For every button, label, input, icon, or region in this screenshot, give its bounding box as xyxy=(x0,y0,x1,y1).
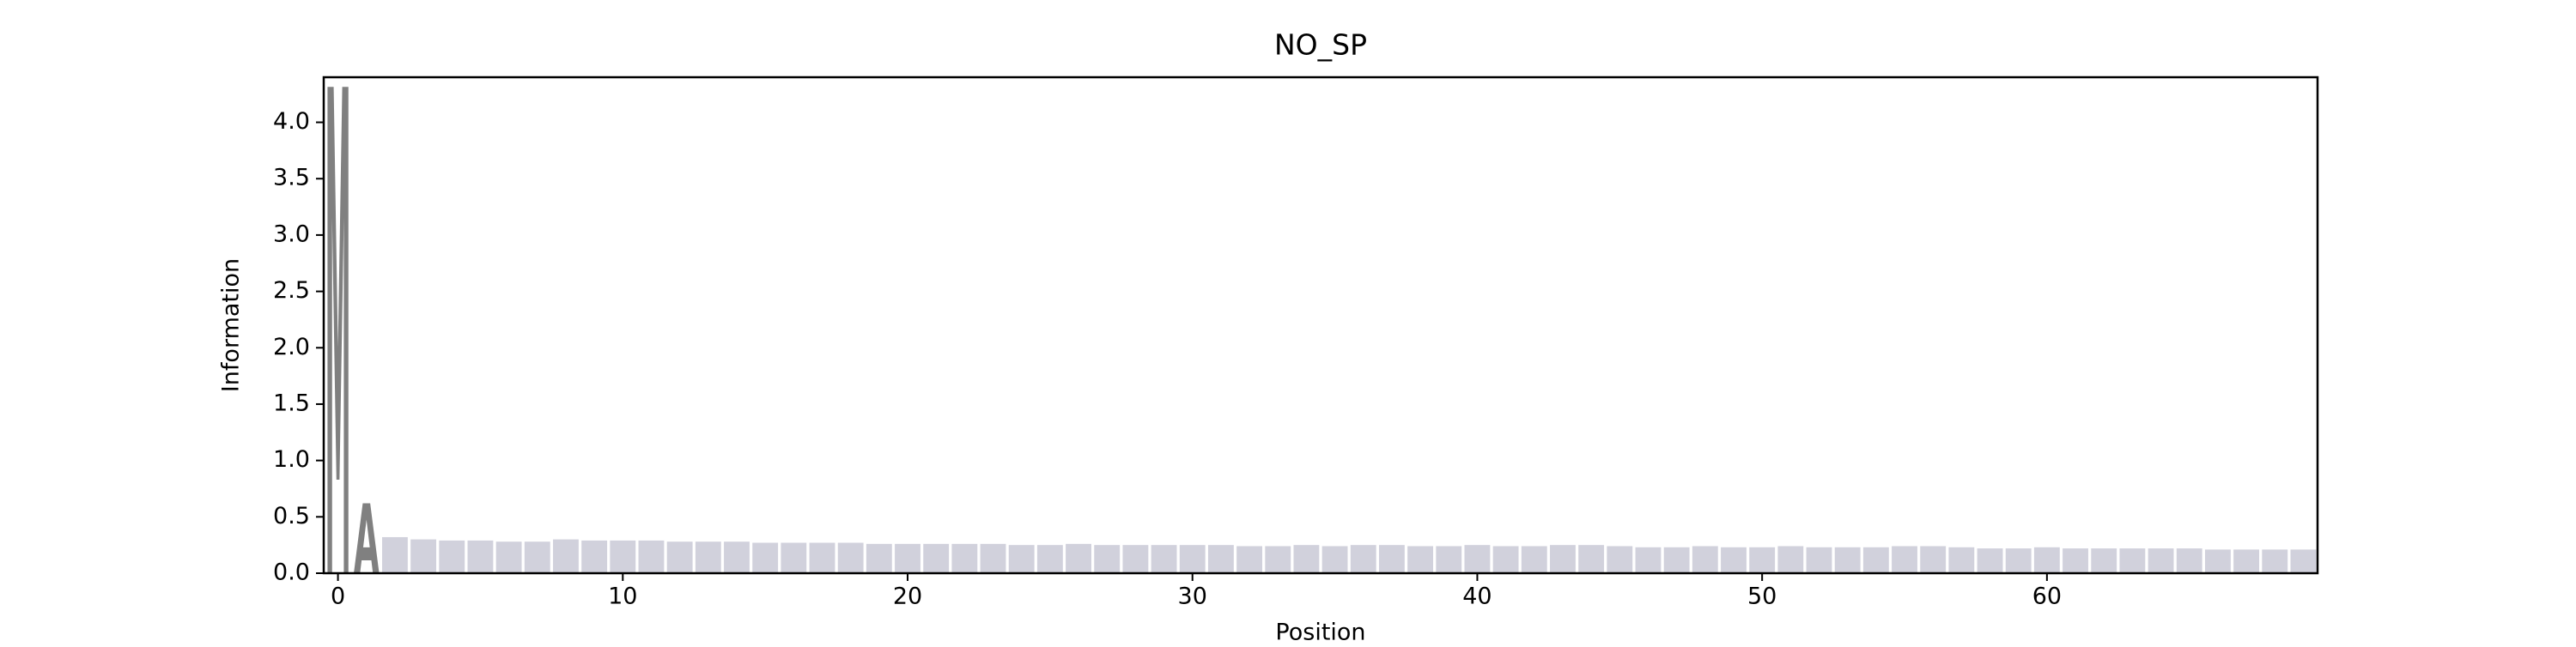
logo-column xyxy=(1350,545,1376,573)
logo-column xyxy=(1265,546,1291,573)
logo-column xyxy=(581,540,608,573)
logo-column xyxy=(1607,546,1633,573)
logo-column xyxy=(724,541,750,573)
logo-column xyxy=(1008,545,1035,573)
logo-letter-group: M xyxy=(325,0,351,644)
logo-column xyxy=(1692,546,1718,573)
logo-column xyxy=(1721,547,1747,573)
logo-letter-group: A xyxy=(354,486,380,596)
logo-column xyxy=(410,539,437,573)
logo-column xyxy=(1379,545,1405,573)
logo-column xyxy=(752,542,779,573)
logo-column xyxy=(1066,543,1091,573)
logo-column xyxy=(382,536,408,573)
logo-column xyxy=(1407,546,1434,573)
y-tick-label: 3.5 xyxy=(273,165,310,191)
logo-column xyxy=(1635,547,1662,573)
x-tick-label: 10 xyxy=(608,584,637,610)
y-tick-label: 1.0 xyxy=(273,446,310,473)
logo-column xyxy=(439,540,465,573)
x-tick-label: 0 xyxy=(331,584,345,610)
logo-column xyxy=(1834,547,1861,573)
logo-column xyxy=(1436,546,1462,573)
logo-column xyxy=(2005,548,2032,573)
x-tick-label: 30 xyxy=(1178,584,1207,610)
chart-title: NO_SP xyxy=(1274,28,1367,62)
logo-column xyxy=(781,542,807,573)
logo-column xyxy=(1749,547,1776,573)
y-tick-label: 4.0 xyxy=(273,108,310,135)
logo-column xyxy=(837,542,864,573)
logo-column xyxy=(923,543,950,573)
logo-column xyxy=(1550,545,1576,573)
logo-column xyxy=(1892,546,1917,573)
x-tick-label: 40 xyxy=(1462,584,1492,610)
logo-column xyxy=(467,540,494,573)
logo-column xyxy=(2091,548,2117,573)
logo-column xyxy=(951,543,978,573)
logo-column xyxy=(1094,545,1121,573)
y-tick-label: 2.0 xyxy=(273,334,310,360)
logo-column xyxy=(2233,549,2259,573)
logo-column xyxy=(1948,547,1975,573)
logo-column xyxy=(980,543,1006,573)
y-tick-label: 0.5 xyxy=(273,503,310,529)
logo-column xyxy=(1321,546,1348,573)
x-axis-label: Position xyxy=(1275,620,1365,644)
plot-frame xyxy=(322,76,2319,575)
logo-column xyxy=(1464,545,1491,573)
logo-column xyxy=(2063,548,2088,573)
x-tick-label: 60 xyxy=(2032,584,2062,610)
logo-column xyxy=(1663,547,1690,573)
logo-column xyxy=(1236,546,1262,573)
logo-column xyxy=(2176,548,2202,573)
logo-column xyxy=(2290,549,2317,573)
y-tick-label: 0.0 xyxy=(273,559,310,586)
logo-column xyxy=(2148,548,2174,573)
x-tick-label: 20 xyxy=(893,584,922,610)
logo-column xyxy=(1207,545,1234,573)
logo-column xyxy=(2033,547,2060,573)
logo-column xyxy=(1862,547,1889,573)
logo-column xyxy=(495,541,522,573)
y-tick-label: 3.0 xyxy=(273,221,310,247)
logo-column xyxy=(1521,546,1547,573)
logo-column xyxy=(1578,545,1605,573)
logo-column xyxy=(638,540,665,573)
y-axis-label: Information xyxy=(218,258,245,392)
logo-column xyxy=(695,541,721,573)
logo-letter: A xyxy=(354,486,380,596)
logo-column xyxy=(553,539,579,573)
logo-column xyxy=(1777,546,1804,573)
y-tick-label: 1.5 xyxy=(273,390,310,416)
logo-column xyxy=(524,541,550,573)
logo-column xyxy=(2119,548,2146,573)
logo-column xyxy=(866,543,892,573)
logo-column xyxy=(1179,545,1206,573)
logo-column xyxy=(1806,547,1832,573)
logo-column xyxy=(666,541,693,573)
logo-column xyxy=(1293,545,1320,573)
logo-column xyxy=(895,543,920,573)
logo-letter: M xyxy=(325,0,351,644)
logo-column xyxy=(2262,549,2288,573)
logo-column xyxy=(2204,549,2231,573)
logo-column xyxy=(610,540,636,573)
logo-column xyxy=(1036,545,1063,573)
y-tick-label: 2.5 xyxy=(273,277,310,304)
logo-column xyxy=(1920,546,1947,573)
logo-column xyxy=(1492,546,1519,573)
x-tick-label: 50 xyxy=(1747,584,1777,610)
logo-column xyxy=(1122,545,1149,573)
logo-column xyxy=(809,542,835,573)
logo-column xyxy=(1151,545,1177,573)
logo-column xyxy=(1977,548,2003,573)
